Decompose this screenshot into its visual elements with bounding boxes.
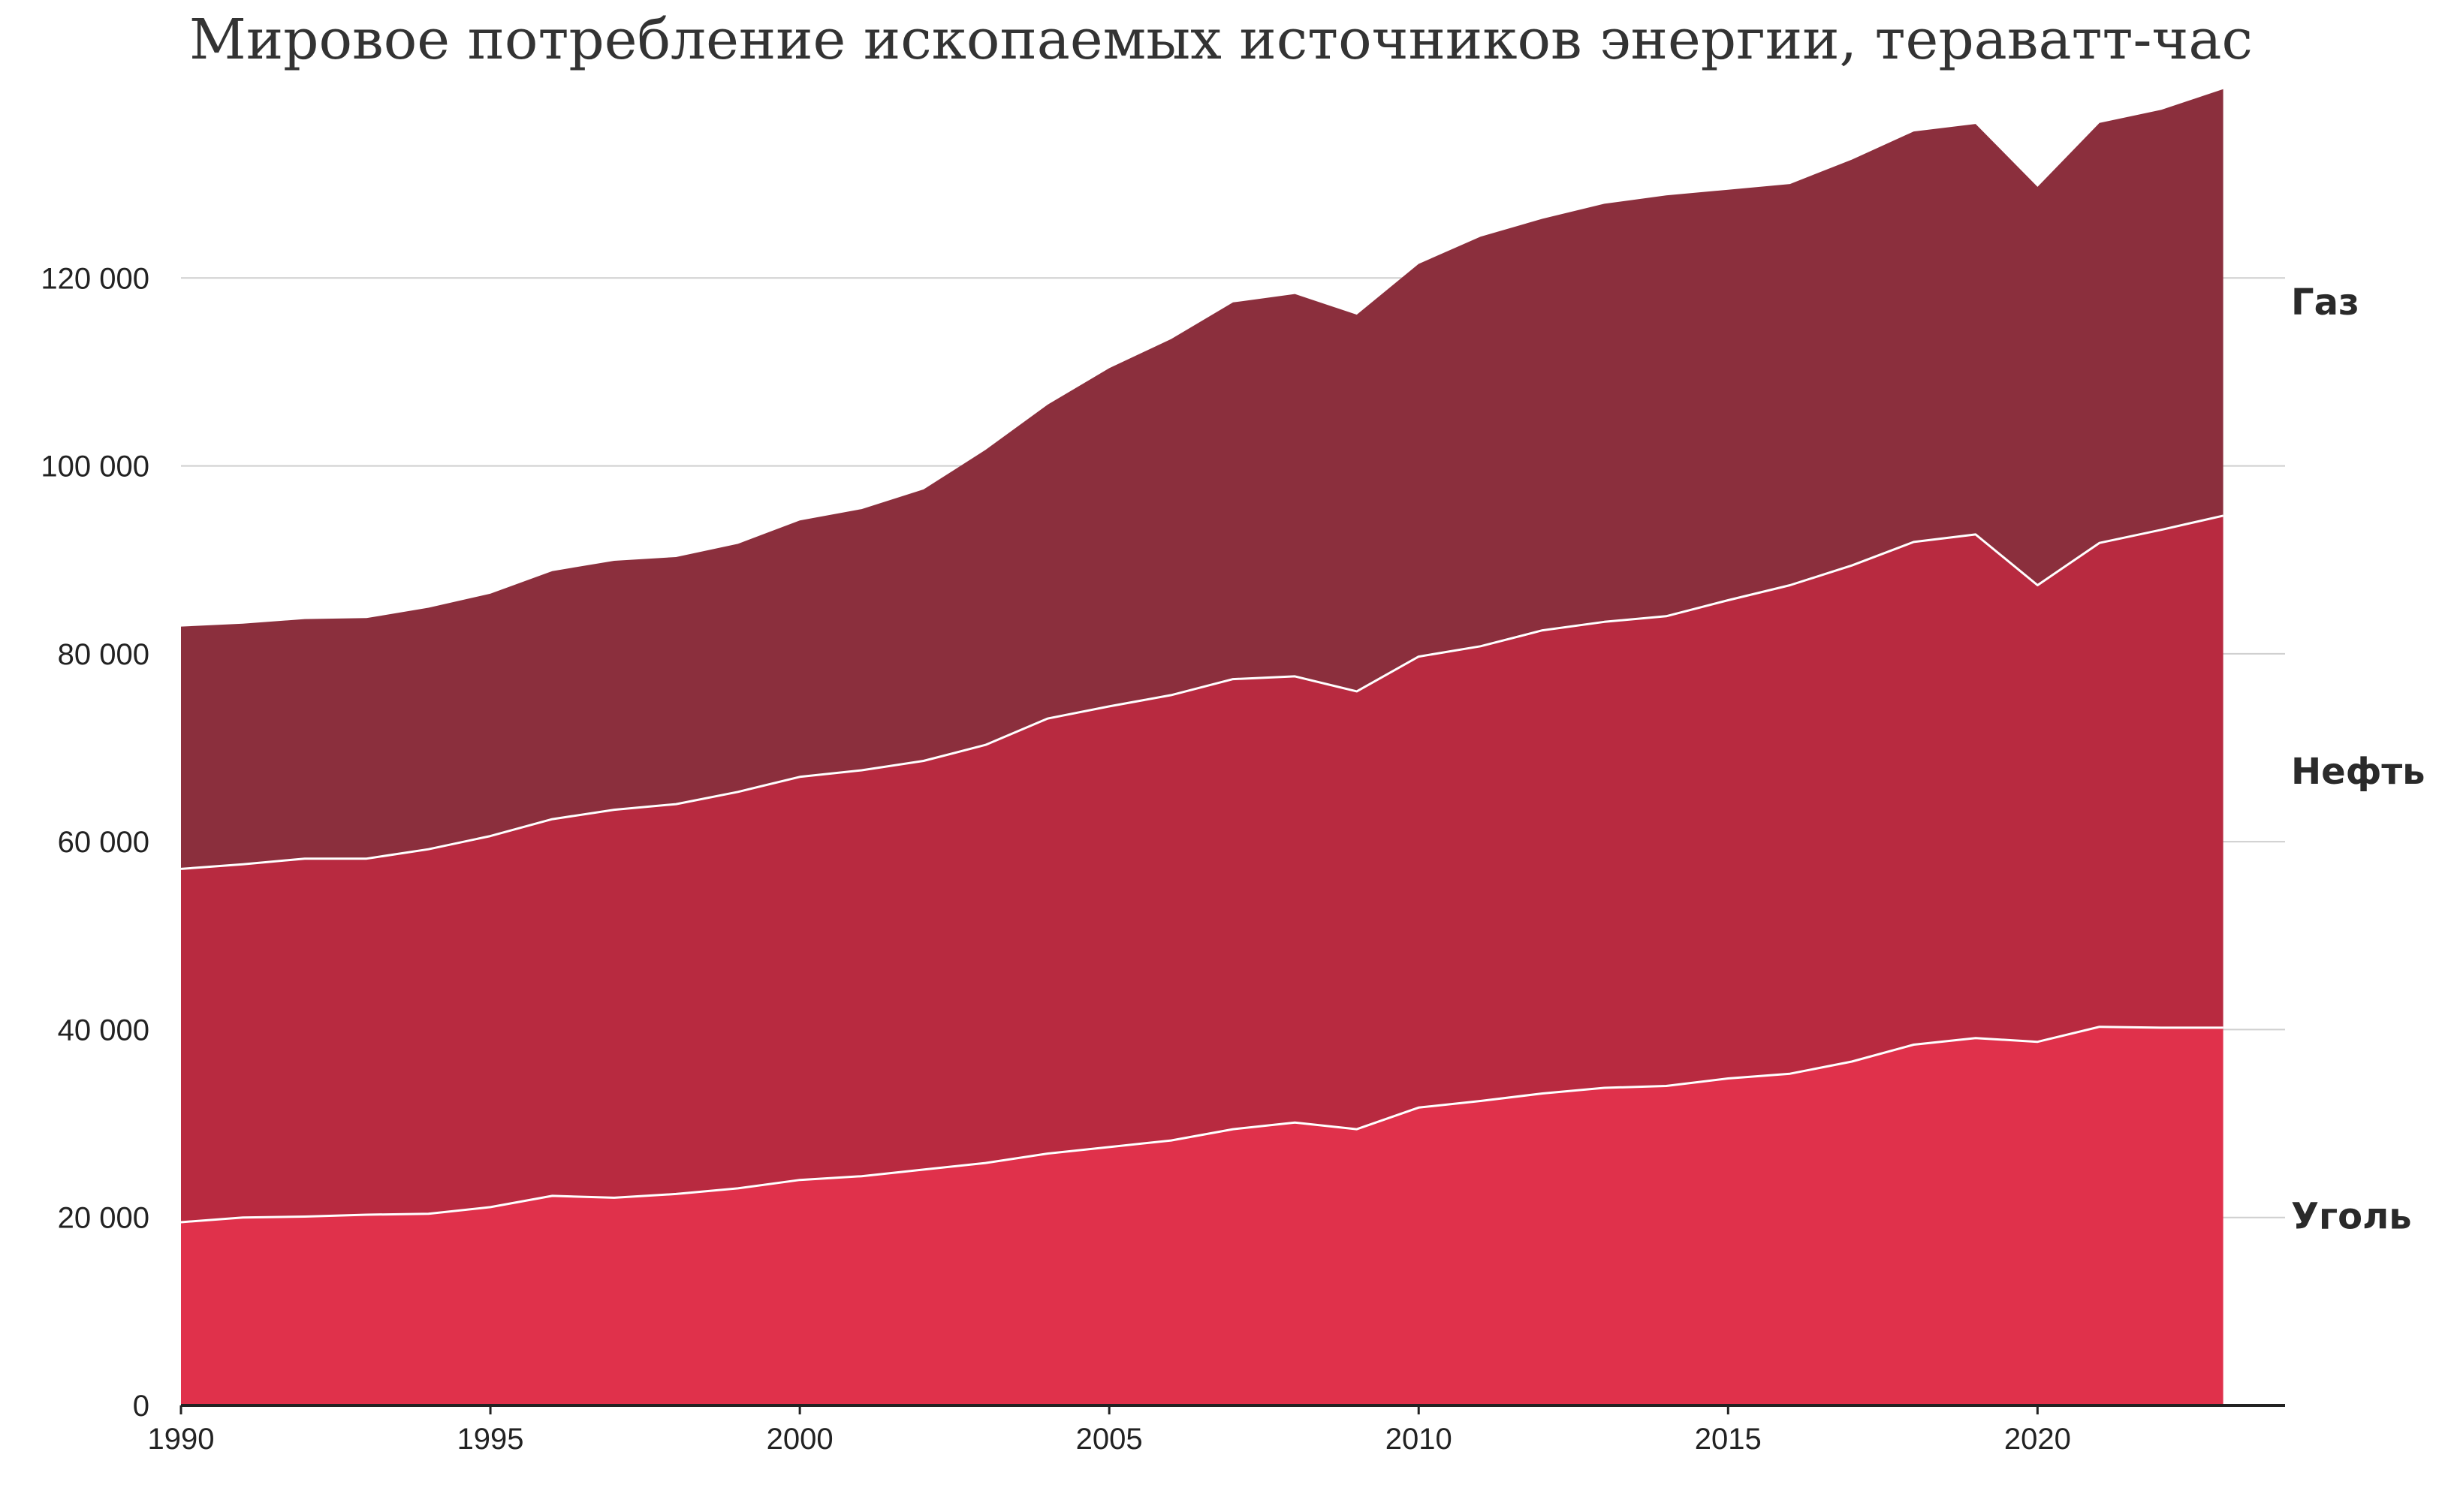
area-series-Уголь: [181, 1026, 2223, 1405]
y-tick-label: 20 000: [58, 1202, 149, 1235]
y-tick-label: 80 000: [58, 638, 149, 671]
x-tick-label: 2000: [767, 1423, 834, 1456]
y-tick-label: 120 000: [41, 262, 149, 295]
y-tick-label: 0: [133, 1390, 149, 1423]
chart-title: Мировое потребление ископаемых источнико…: [189, 8, 2253, 72]
series-labels: Уголь Нефть Газ: [2291, 282, 2425, 1238]
series-label: Уголь: [2291, 1195, 2412, 1237]
area-series-Нефть: [181, 515, 2223, 1222]
series-label: Нефть: [2291, 751, 2425, 793]
x-tick-label: 2020: [2004, 1423, 2071, 1456]
x-tick-label: 1995: [457, 1423, 524, 1456]
x-tick-label: 1990: [148, 1423, 215, 1456]
area-series: [181, 89, 2223, 1405]
y-tick-label: 100 000: [41, 450, 149, 483]
x-tick-label: 2015: [1695, 1423, 1762, 1456]
x-tick-label: 2010: [1385, 1423, 1452, 1456]
area-series-Газ: [181, 89, 2223, 869]
series-boundaries: [180, 514, 2223, 1224]
series-boundary-line: [180, 514, 2223, 870]
y-tick-label: 60 000: [58, 826, 149, 859]
series-boundary-line: [180, 1026, 2223, 1224]
x-tick-label: 2005: [1076, 1423, 1143, 1456]
series-label: Газ: [2291, 282, 2359, 324]
y-tick-label: 40 000: [58, 1014, 149, 1047]
axes: 0 20 000 40 000 60 000 80 000 100 000 120 000 1…: [41, 262, 2285, 1456]
